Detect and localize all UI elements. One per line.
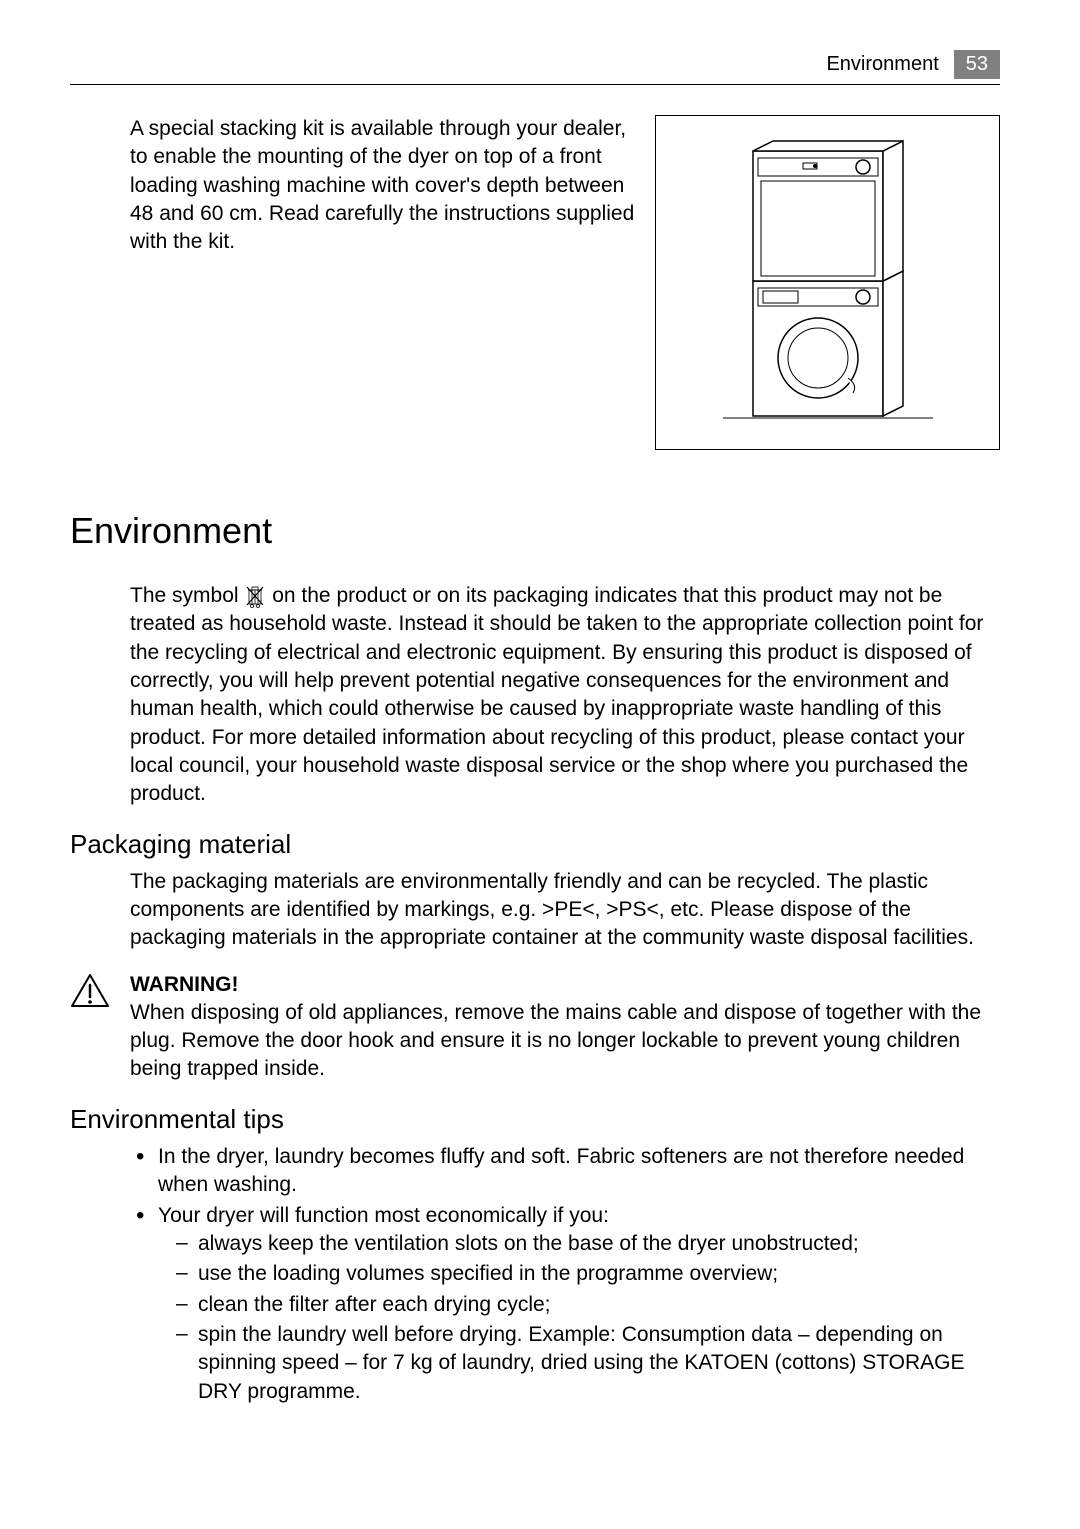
packaging-text: The packaging materials are environmenta… [70,868,1000,953]
sublist-item: spin the laundry well before drying. Exa… [176,1321,1000,1406]
warning-triangle-icon [70,973,110,1009]
appliance-stack-icon [723,133,933,433]
environment-text: The symbol on the product or on its pack… [70,582,1000,809]
weee-bin-icon [244,584,266,608]
list-item: In the dryer, laundry becomes fluffy and… [130,1143,1000,1200]
packaging-title: Packaging material [70,829,1000,860]
warning-text: When disposing of old appliances, remove… [130,999,1000,1084]
warning-label: WARNING! [130,973,1000,997]
tips-title: Environmental tips [70,1104,1000,1135]
page-header: Environment 53 [70,50,1000,85]
sublist-item: always keep the ventilation slots on the… [176,1230,1000,1258]
intro-section: A special stacking kit is available thro… [70,115,1000,450]
env-text-before: The symbol [130,584,244,607]
list-item-text: In the dryer, laundry becomes fluffy and… [158,1145,964,1196]
warning-block: WARNING! When disposing of old appliance… [70,973,1000,1084]
list-item: Your dryer will function most economical… [130,1202,1000,1406]
stacking-diagram [655,115,1000,450]
sublist-item: use the loading volumes specified in the… [176,1260,1000,1288]
header-section-name: Environment [826,53,938,76]
section-title: Environment [70,510,1000,552]
sublist-item: clean the filter after each drying cycle… [176,1291,1000,1319]
env-text-after: on the product or on its packaging indic… [130,584,983,805]
list-item-text: Your dryer will function most economical… [158,1204,609,1227]
intro-text: A special stacking kit is available thro… [130,115,635,450]
tips-list: In the dryer, laundry becomes fluffy and… [70,1143,1000,1406]
page-number: 53 [954,50,1000,79]
